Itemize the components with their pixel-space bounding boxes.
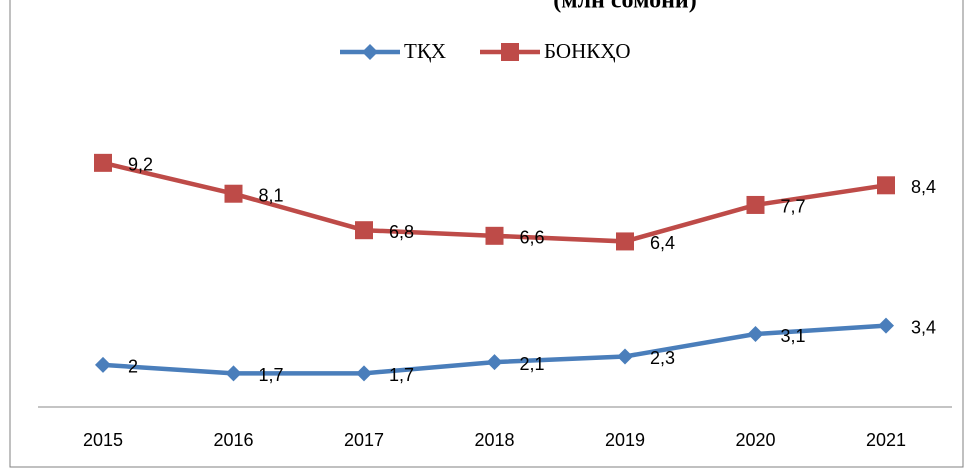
legend-marker xyxy=(501,43,519,61)
x-tick-label: 2019 xyxy=(605,430,645,450)
x-tick-label: 2017 xyxy=(344,430,384,450)
data-label: 9,2 xyxy=(128,155,153,175)
data-label: 8,1 xyxy=(259,185,284,205)
point xyxy=(486,354,503,371)
data-label: 6,4 xyxy=(650,233,675,253)
point xyxy=(617,348,633,365)
point xyxy=(485,226,504,245)
legend-label: ТҚХ xyxy=(404,39,446,63)
data-label: 7,7 xyxy=(781,197,806,217)
point xyxy=(224,184,243,203)
data-label: 8,4 xyxy=(911,177,936,197)
point xyxy=(747,326,764,343)
chart-title: (млн сомонӣ) xyxy=(553,0,697,14)
point xyxy=(356,365,372,382)
data-label: 2 xyxy=(128,357,138,377)
data-label: 3,1 xyxy=(781,326,806,346)
point xyxy=(877,176,895,195)
legend-marker xyxy=(362,44,378,60)
point xyxy=(355,221,373,240)
point xyxy=(94,153,112,172)
point xyxy=(616,232,634,251)
data-label: 1,7 xyxy=(259,365,284,385)
x-tick-label: 2016 xyxy=(213,430,253,450)
x-tick-label: 2015 xyxy=(83,430,123,450)
data-label: 3,4 xyxy=(911,317,936,337)
data-label: 6,8 xyxy=(389,222,414,242)
point xyxy=(878,317,894,334)
data-label: 1,7 xyxy=(389,365,414,385)
point xyxy=(225,365,242,382)
x-tick-label: 2020 xyxy=(735,430,775,450)
data-label: 2,3 xyxy=(650,348,675,368)
point xyxy=(95,356,111,373)
legend-label: БОНКҲО xyxy=(544,39,631,63)
point xyxy=(746,195,765,214)
x-tick-label: 2021 xyxy=(866,430,906,450)
x-tick-label: 2018 xyxy=(474,430,514,450)
data-label: 2,1 xyxy=(520,354,545,374)
data-label: 6,6 xyxy=(520,228,545,248)
